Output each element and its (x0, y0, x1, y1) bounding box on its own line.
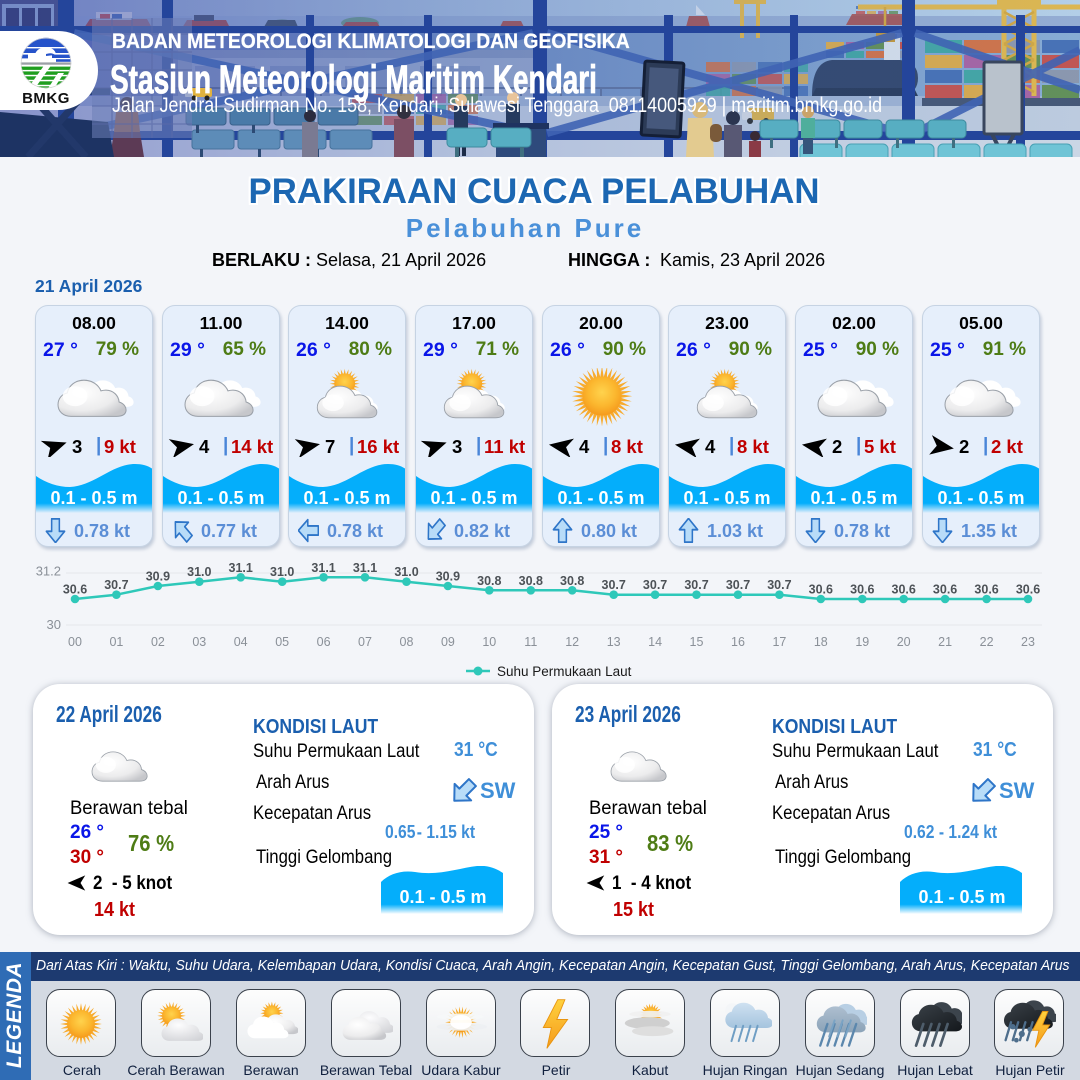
svg-text:31.1: 31.1 (353, 561, 377, 575)
svg-text:16: 16 (731, 635, 745, 649)
svg-text:30.6: 30.6 (63, 583, 87, 597)
svg-text:30.6: 30.6 (1016, 583, 1040, 597)
svg-text:30.6: 30.6 (809, 583, 833, 597)
svg-text:30.7: 30.7 (643, 578, 667, 592)
svg-text:12: 12 (565, 635, 579, 649)
svg-text:01: 01 (109, 635, 123, 649)
svg-text:08: 08 (400, 635, 414, 649)
svg-text:15: 15 (690, 635, 704, 649)
svg-text:0.1 - 0.5 m: 0.1 - 0.5 m (399, 887, 486, 907)
svg-text:Suhu Permukaan Laut: Suhu Permukaan Laut (497, 664, 632, 679)
svg-text:30.7: 30.7 (684, 578, 708, 592)
svg-text:10: 10 (482, 635, 496, 649)
svg-text:30.8: 30.8 (477, 574, 501, 588)
svg-text:19: 19 (855, 635, 869, 649)
svg-text:05: 05 (275, 635, 289, 649)
svg-text:23: 23 (1021, 635, 1035, 649)
svg-text:31.0: 31.0 (187, 565, 211, 579)
svg-text:30.7: 30.7 (602, 578, 626, 592)
svg-text:31.2: 31.2 (36, 564, 61, 579)
svg-text:22: 22 (980, 635, 994, 649)
svg-text:04: 04 (234, 635, 248, 649)
svg-text:02: 02 (151, 635, 165, 649)
svg-text:30.6: 30.6 (933, 583, 957, 597)
svg-text:00: 00 (68, 635, 82, 649)
svg-text:30.7: 30.7 (104, 578, 128, 592)
svg-text:17: 17 (772, 635, 786, 649)
svg-text:03: 03 (192, 635, 206, 649)
svg-text:06: 06 (317, 635, 331, 649)
svg-text:31.1: 31.1 (311, 561, 335, 575)
svg-text:21: 21 (938, 635, 952, 649)
svg-text:30.9: 30.9 (146, 570, 170, 584)
svg-text:18: 18 (814, 635, 828, 649)
svg-text:30.8: 30.8 (519, 574, 543, 588)
svg-text:09: 09 (441, 635, 455, 649)
svg-text:0.1 - 0.5 m: 0.1 - 0.5 m (918, 887, 1005, 907)
svg-text:31.0: 31.0 (394, 565, 418, 579)
svg-text:30.7: 30.7 (767, 578, 791, 592)
svg-text:30.6: 30.6 (850, 583, 874, 597)
svg-text:30.6: 30.6 (974, 583, 998, 597)
svg-text:30.8: 30.8 (560, 574, 584, 588)
svg-text:13: 13 (607, 635, 621, 649)
svg-text:31.1: 31.1 (229, 561, 253, 575)
svg-text:20: 20 (897, 635, 911, 649)
svg-text:07: 07 (358, 635, 372, 649)
svg-text:14: 14 (648, 635, 662, 649)
svg-text:30.7: 30.7 (726, 578, 750, 592)
svg-text:30.9: 30.9 (436, 570, 460, 584)
svg-text:30: 30 (47, 617, 61, 632)
svg-text:30.6: 30.6 (892, 583, 916, 597)
svg-text:11: 11 (524, 635, 537, 649)
svg-text:31.0: 31.0 (270, 565, 294, 579)
svg-text:BMKG: BMKG (22, 90, 70, 107)
